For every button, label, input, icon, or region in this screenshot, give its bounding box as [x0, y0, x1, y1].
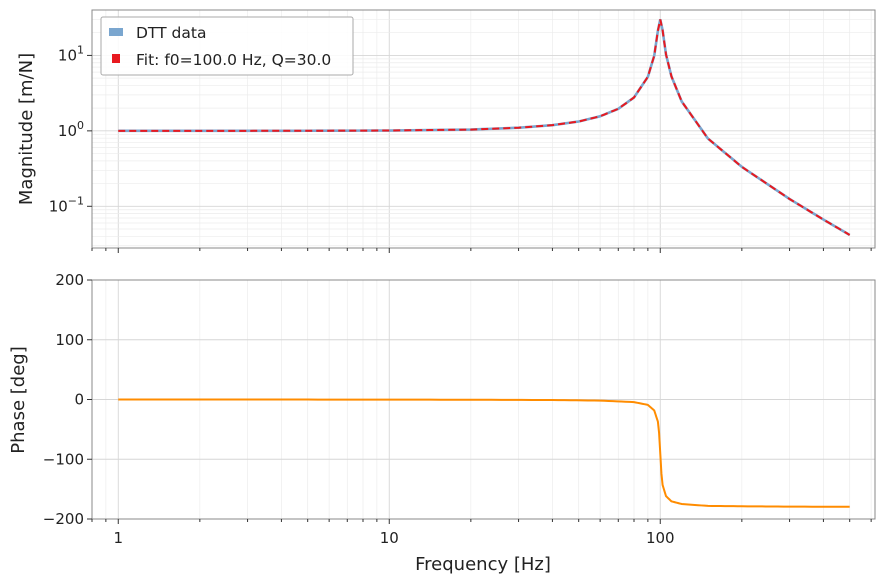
- legend: DTT data Fit: f0=100.0 Hz, Q=30.0: [100, 16, 354, 76]
- phase-y-axis-label: Phase [deg]: [8, 346, 29, 453]
- magnitude-y-ticks: 101 100 10−1: [49, 43, 872, 253]
- frequency-x-ticks: 1 10 100: [91, 519, 872, 547]
- y-tick-label: −200: [43, 510, 84, 528]
- y-tick-label: 0: [74, 391, 84, 409]
- y-tick-label: −100: [43, 450, 84, 468]
- phase-y-ticks: 200 100 0 −100 −200: [43, 271, 92, 528]
- y-tick-label: 200: [55, 271, 84, 289]
- magnitude-y-axis-label: Magnitude [m/N]: [16, 53, 37, 205]
- y-tick-label: 10−1: [49, 194, 84, 215]
- series-line-fit: [118, 19, 851, 236]
- legend-box: [100, 16, 354, 76]
- series-line-phase: [118, 398, 850, 508]
- phase-panel: 200 100 0 −100 −200 1 10 100 Phase [deg] Frequ…: [8, 271, 876, 575]
- y-tick-label: 100: [58, 119, 84, 140]
- legend-swatch-fit: [112, 54, 120, 63]
- y-tick-label: 100: [55, 331, 84, 349]
- x-tick-label: 1: [113, 529, 123, 547]
- phase-series: [118, 398, 850, 508]
- y-tick-label: 101: [58, 43, 84, 64]
- magnitude-panel: 101 100 10−1 Magnitude [m/N] DTT data Fit:…: [16, 9, 876, 253]
- legend-label-dtt-data: DTT data: [136, 24, 206, 42]
- legend-label-fit: Fit: f0=100.0 Hz, Q=30.0: [136, 51, 331, 69]
- magnitude-series: [118, 19, 851, 237]
- legend-swatch-dtt-data: [109, 28, 123, 36]
- x-tick-label: 10: [380, 529, 399, 547]
- magnitude-plot-frame: [91, 9, 876, 249]
- x-tick-label: 100: [646, 529, 675, 547]
- x-axis-label: Frequency [Hz]: [415, 554, 551, 575]
